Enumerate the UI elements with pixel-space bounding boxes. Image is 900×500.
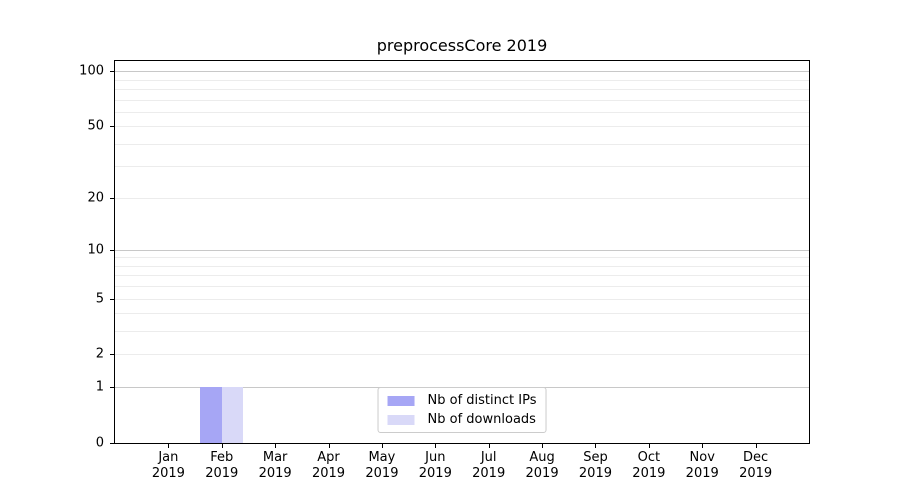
x-axis-tick-label: Sep 2019 (578, 450, 612, 481)
y-axis-tick (110, 126, 114, 128)
major-gridline (115, 71, 809, 73)
x-axis-tick-label: Nov 2019 (685, 450, 719, 481)
x-axis-tick-label: Jan 2019 (151, 450, 185, 481)
x-axis-tick (702, 444, 704, 448)
minor-gridline (115, 126, 809, 128)
minor-gridline (115, 197, 809, 199)
x-axis-tick-label: Dec 2019 (739, 450, 773, 481)
minor-gridline (115, 99, 809, 101)
x-axis-tick-label: Mar 2019 (258, 450, 292, 481)
y-axis-tick (110, 443, 114, 444)
x-axis-tick-label: Jun 2019 (418, 450, 452, 481)
legend-swatch (387, 414, 415, 425)
major-gridline (115, 249, 809, 251)
bar-distinct-ips (200, 387, 222, 443)
y-axis-tick (110, 387, 114, 389)
minor-gridline (115, 79, 809, 81)
x-axis-tick-label: Feb 2019 (205, 450, 239, 481)
legend-label: Nb of distinct IPs (427, 393, 537, 408)
x-axis-tick (381, 444, 383, 448)
minor-gridline (115, 313, 809, 315)
x-axis-tick-label: Apr 2019 (311, 450, 346, 481)
x-axis-tick (328, 444, 330, 448)
y-axis-tick (110, 298, 114, 300)
y-axis-tick-label: 10 (87, 242, 104, 258)
bar-downloads (221, 387, 244, 443)
y-axis-tick (110, 71, 114, 73)
y-axis-tick-label: 2 (95, 346, 104, 362)
minor-gridline (115, 111, 809, 113)
legend-entry: Nb of distinct IPs (387, 393, 537, 408)
x-axis-tick (755, 444, 757, 448)
legend-label: Nb of downloads (427, 412, 536, 427)
y-axis-tick-label: 100 (79, 63, 104, 79)
y-axis-tick-label: 20 (87, 190, 104, 206)
minor-gridline (115, 286, 809, 288)
x-axis-tick (168, 444, 170, 448)
y-axis-tick-label: 0 (95, 435, 104, 451)
x-axis-tick-label: Aug 2019 (525, 450, 559, 481)
minor-gridline (115, 298, 809, 300)
x-axis-tick (221, 444, 223, 448)
chart-title: preprocessCore 2019 (376, 36, 548, 55)
minor-gridline (115, 143, 809, 145)
legend-entry: Nb of downloads (387, 412, 537, 427)
y-axis-tick (110, 197, 114, 199)
plot-area: Nb of distinct IPs Nb of downloads 0 1 2 5 10… (79, 60, 810, 481)
bars-layer (115, 61, 809, 443)
x-axis-tick (542, 444, 544, 448)
y-axis-tick-label: 1 (95, 379, 104, 395)
y-axis-tick (110, 249, 114, 251)
minor-gridline (115, 354, 809, 356)
legend-swatch (387, 395, 415, 406)
x-axis-tick (648, 444, 650, 448)
x-axis-tick-label: May 2019 (365, 450, 399, 481)
minor-gridline (115, 257, 809, 259)
minor-gridline (115, 275, 809, 277)
minor-gridline (115, 166, 809, 168)
x-axis-tick-label: Oct 2019 (632, 450, 666, 481)
x-axis-tick-label: Jul 2019 (472, 450, 506, 481)
x-axis-tick (595, 444, 597, 448)
x-axis-tick (488, 444, 490, 448)
minor-gridline (115, 265, 809, 267)
y-axis-tick-label: 5 (95, 291, 104, 307)
legend: Nb of distinct IPs Nb of downloads (377, 387, 547, 433)
x-axis-tick (435, 444, 437, 448)
minor-gridline (115, 331, 809, 333)
x-axis-tick (275, 444, 277, 448)
y-axis-tick (110, 354, 114, 356)
y-axis-tick-label: 50 (87, 118, 104, 134)
minor-gridline (115, 88, 809, 90)
